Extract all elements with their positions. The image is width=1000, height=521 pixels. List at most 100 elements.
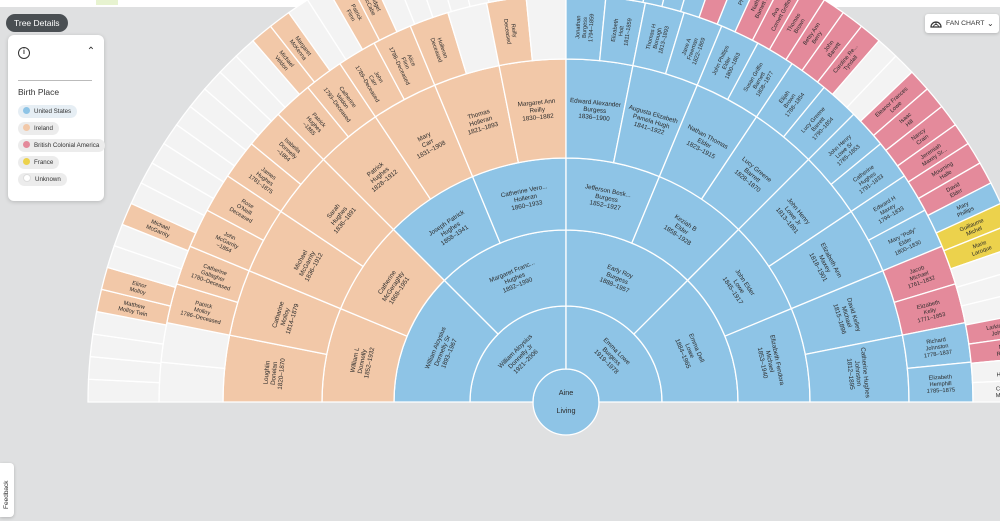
person-label-line: Living <box>556 406 575 415</box>
person-label-line: Mary <box>733 0 744 1</box>
person-label-line: Catherine Hughes <box>859 347 871 398</box>
person-label-line: McDonald <box>996 392 1000 399</box>
chevron-down-icon: ⌄ <box>987 19 994 28</box>
person-label-line: Margaret Ann <box>517 98 556 109</box>
person-label-line: Elinor <box>131 280 147 290</box>
person-label-line: Burgess <box>594 193 618 204</box>
person-label-line: Jacob <box>909 265 925 276</box>
person-label-line: 1778–1837 <box>924 349 953 359</box>
person-label-line: Kelly <box>923 307 937 316</box>
person-label-line: 1794–1859 <box>588 13 595 42</box>
person-label-gen4: Catherine HughesJohnston1812–1895 <box>844 347 871 400</box>
person-label-line: Michael <box>764 350 775 373</box>
legend-item-france[interactable]: France <box>18 156 60 169</box>
person-label-line: Reilly <box>509 23 517 38</box>
person-label-line: Patrick <box>194 300 212 310</box>
person-label-line: Borough <box>653 27 664 49</box>
person-label-line: Hemphill <box>996 371 1000 379</box>
person-label-line: 1830–1882 <box>522 113 555 123</box>
person-label-gen5: ReillyDeceased <box>502 18 518 45</box>
person-label-gen5: ElizabethHemphill1785–1875 <box>926 374 955 395</box>
root-person-name: Aine <box>559 388 574 397</box>
legend-item-united-states[interactable]: United States <box>18 105 78 118</box>
fan-chart-icon <box>930 21 942 28</box>
person-label-gen5: Jane AFreeman1822–1869 <box>679 33 707 66</box>
person-label-line: 1836–1900 <box>578 113 611 123</box>
person-label-line: Richard <box>926 337 946 346</box>
person-label-gen5: JohnMcGarrity–1864 <box>211 229 242 257</box>
legend-item-british-colonial-america[interactable]: British Colonial America <box>18 139 106 152</box>
legend-item-label: United States <box>34 108 72 115</box>
person-label-line: 1812–1895 <box>845 358 855 391</box>
tree-details-button[interactable]: Tree Details <box>6 14 68 32</box>
legend-divider <box>18 80 92 81</box>
person-label-gen4: Edward AlexanderBurgess1836–1900 <box>568 97 621 124</box>
person-label-line: Phillips <box>738 0 751 6</box>
person-label-line: Holleran <box>513 193 538 205</box>
person-label-line: 1785–1875 <box>927 387 956 394</box>
person-label-line: Mary <box>956 201 970 212</box>
root-person-status: Living <box>556 406 575 415</box>
person-label-line: Donnelly <box>357 348 369 374</box>
feedback-tab[interactable]: Feedback <box>0 463 14 517</box>
person-label-line: Johnston <box>853 360 863 387</box>
person-label-gen6: MaryRogers <box>996 343 1000 358</box>
person-label-gen6: ElinorMolloy <box>129 280 148 296</box>
person-label-line: Alice <box>405 54 416 68</box>
person-label-line: Hill <box>905 119 915 129</box>
legend-swatch <box>23 174 31 182</box>
person-gen5[interactable] <box>525 0 567 62</box>
person-label-gen6: CatherineMcDonald <box>995 386 1000 399</box>
info-icon[interactable]: i <box>18 47 30 59</box>
person-label-line: Deceased <box>502 19 512 45</box>
person-label-gen4: Margaret AnnReilly1830–1882 <box>517 98 557 123</box>
person-label-line: Elder <box>898 237 913 248</box>
legend-title: Birth Place <box>18 87 60 97</box>
person-label-line: Loughlin <box>262 360 271 385</box>
person-label-gen6: MaryPhillips <box>732 0 751 6</box>
person-label-line: Elder <box>949 188 964 200</box>
chevron-up-icon[interactable]: ⌃ <box>86 46 96 57</box>
person-label-line: Larkin Chew <box>986 321 1000 332</box>
person-gen5[interactable] <box>158 361 226 403</box>
person-label-line: Jonathan <box>575 15 582 39</box>
person-label-line: Flinn <box>399 57 410 71</box>
person-label-gen5: Mary "Polly"Elder1800–1830 <box>887 227 923 257</box>
person-label-line: 1811–1859 <box>624 18 634 47</box>
legend-swatch <box>23 107 30 114</box>
person-label-line: Catherine <box>996 386 1000 393</box>
person-label-line: William L <box>349 346 361 373</box>
person-label-line: John <box>223 231 237 242</box>
person-label-line: Johnston <box>991 328 1000 338</box>
person-label-line: Rogers <box>996 350 1000 358</box>
person-gen6[interactable] <box>971 379 1000 403</box>
person-label-line: Flinn <box>345 9 356 23</box>
person-label-line: Elder <box>722 56 733 71</box>
legend-item-label: Unknown <box>35 176 61 183</box>
person-label-line: Mary <box>998 343 1000 350</box>
person-label-gen5: JonathanBurgess1794–1859 <box>575 13 596 42</box>
person-label-line: 1820–1870 <box>277 357 287 390</box>
legend-item-unknown[interactable]: Unknown <box>18 173 67 186</box>
person-label-line: Halle <box>939 169 953 181</box>
person-label-gen6: HughHemphill <box>996 364 1000 378</box>
legend-swatch <box>23 141 30 148</box>
person-label-line: Molloy <box>193 307 211 317</box>
person-gen6[interactable] <box>476 0 509 4</box>
fan-chart-view-dropdown[interactable]: FAN CHART ⌄ <box>925 14 999 33</box>
legend-item-label: British Colonial America <box>34 142 100 149</box>
birth-place-legend: i ⌃ Birth Place United States Ireland Br… <box>8 35 106 201</box>
person-label-line: Elizabeth <box>611 18 620 42</box>
person-label-line: Rose <box>240 198 254 210</box>
person-label-line: Johnston <box>925 343 949 352</box>
person-label-line: Edward Alexander <box>570 97 622 109</box>
person-label-line: Elizabeth <box>916 300 940 312</box>
top-bar-accent <box>96 0 118 5</box>
person-label-line: Marie <box>972 240 987 251</box>
person-label-gen5: IsabellaDonnelly–1864 <box>273 136 302 165</box>
legend-item-ireland[interactable]: Ireland <box>18 122 59 135</box>
person-label-line: Matthew <box>123 300 146 311</box>
view-selector-label: FAN CHART <box>946 20 985 27</box>
person-label-line: Michel <box>966 226 983 238</box>
